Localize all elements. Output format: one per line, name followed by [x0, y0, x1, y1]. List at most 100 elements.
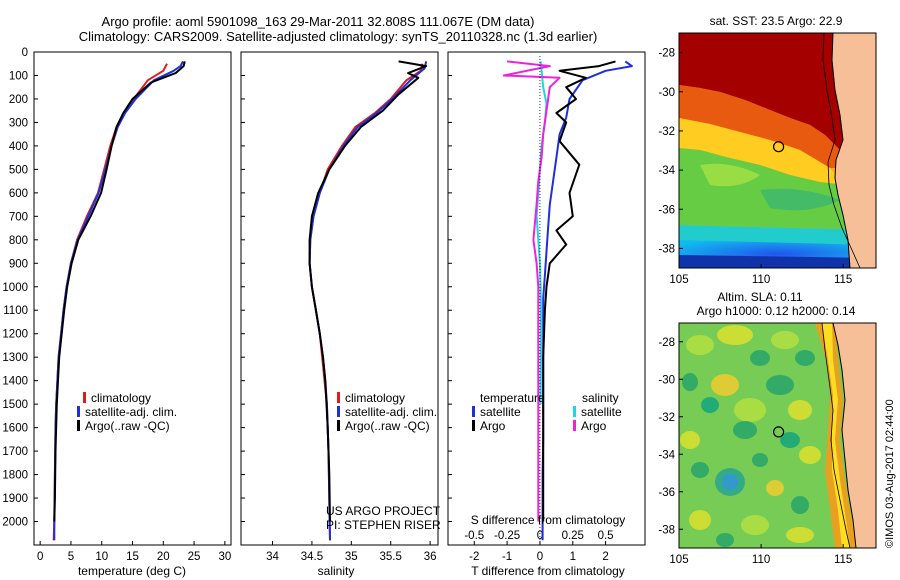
legend-swatch-argo — [337, 420, 340, 431]
map-y-tick-label: -30 — [658, 374, 675, 386]
x-tick-label: 2 — [602, 551, 608, 563]
series-line-argo-raw-qc- — [53, 61, 186, 522]
map-y-tick-label: -28 — [658, 337, 675, 349]
map-x-tick-label: 105 — [669, 554, 688, 566]
series-line-argo-raw-qc- — [308, 60, 428, 522]
map-x-tick-label: 110 — [752, 274, 770, 286]
legend-label-climatology: climatology — [345, 391, 405, 405]
depth-tick-label: 1900 — [2, 493, 28, 505]
x-tick-label: -1 — [502, 551, 512, 563]
depth-tick-label: 500 — [9, 164, 28, 176]
sla-map-image — [679, 323, 876, 548]
x-tick-label: 34.5 — [301, 551, 323, 563]
legend-label-satellite: satellite-adj. clim. — [85, 405, 177, 419]
depth-tick-label: 900 — [9, 258, 28, 270]
map-y-tick-label: -34 — [658, 449, 675, 461]
legend-swatch-climatology — [83, 392, 86, 403]
s-x-tick-label: 0.5 — [598, 530, 614, 542]
sla-map-title-line2: Argo h1000: 0.12 h2000: 0.14 — [697, 304, 856, 318]
depth-tick-label: 600 — [9, 188, 28, 200]
sst-map-ticks: 105 110 115 -28 -30 -32 -34 -36 -38 — [658, 48, 852, 286]
x-tick-label: 1 — [570, 551, 576, 563]
depth-axis: 0 100 200 300 400 500 600 700 800 900 1000 1100 1200… — [2, 47, 452, 529]
depth-tick-label: 1000 — [2, 282, 28, 294]
series-line-salinity-argo — [502, 60, 561, 522]
x-tick-label: 0 — [537, 551, 543, 563]
x-tick-label: 36 — [424, 551, 437, 563]
map-x-tick-label: 110 — [752, 554, 770, 566]
map-y-tick-label: -36 — [658, 487, 675, 499]
x-tick-label: 20 — [157, 551, 170, 563]
difference-legend-salinity: salinity satellite Argo — [573, 391, 622, 433]
s-x-tick-label: -0.5 — [464, 530, 484, 542]
sst-map-image — [679, 33, 876, 268]
salinity-panel-frame — [240, 51, 439, 546]
x-tick-label: 30 — [218, 551, 231, 563]
depth-tick-label: 0 — [22, 47, 28, 59]
sla-map-title-line1: Altim. SLA: 0.11 — [717, 290, 802, 304]
x-tick-label: 35 — [345, 551, 358, 563]
sla-map-ticks: 105 110 115 -28 -30 -32 -34 -36 -38 — [658, 337, 852, 566]
depth-tick-label: 1800 — [2, 470, 28, 482]
figure-title-line1: Argo profile: aoml 5901098_163 29-Mar-20… — [102, 14, 535, 29]
map-y-tick-label: -38 — [658, 524, 675, 536]
map-y-tick-label: -28 — [658, 48, 675, 60]
temperature-plot: 0 5 10 15 20 25 30 — [37, 60, 231, 563]
map-y-tick-label: -38 — [658, 243, 675, 255]
s-x-tick-label: 0.25 — [562, 530, 584, 542]
legend-heading-temperature: temperature — [480, 391, 545, 405]
depth-tick-label: 2000 — [2, 517, 28, 529]
difference-xlabel: T difference from climatology — [471, 564, 625, 578]
difference-xlabel-top: S difference from climatology — [471, 513, 626, 527]
s-x-tick-label: -0.25 — [494, 530, 520, 542]
map-y-tick-label: -34 — [658, 165, 675, 177]
map-x-tick-label: 105 — [669, 274, 688, 286]
salinity-plot: 34 34.5 35 35.5 36 — [266, 60, 437, 563]
depth-tick-label: 1600 — [2, 423, 28, 435]
x-tick-label: 35.5 — [380, 551, 402, 563]
depth-tick-label: 700 — [9, 211, 28, 223]
map-x-tick-label: 115 — [834, 274, 852, 286]
legend-label-climatology: climatology — [91, 391, 151, 405]
map-y-tick-label: -30 — [658, 87, 675, 99]
legend-swatch-t-argo — [472, 420, 475, 431]
legend-label-argo: Argo(..raw -QC) — [85, 419, 170, 433]
difference-legend-temperature: temperature satellite Argo — [472, 391, 545, 433]
legend-label-s-satellite: satellite — [581, 405, 622, 419]
temperature-legend: climatology satellite-adj. clim. Argo(..… — [77, 391, 177, 433]
map-x-tick-label: 115 — [834, 554, 852, 566]
depth-tick-label: 200 — [9, 94, 28, 106]
legend-label-s-argo: Argo — [581, 419, 607, 433]
x-tick-label: 15 — [126, 551, 139, 563]
figure-title-line2: Climatology: CARS2009. Satellite-adjuste… — [79, 29, 598, 44]
legend-swatch-argo — [77, 420, 80, 431]
x-tick-label: 34 — [266, 551, 279, 563]
x-tick-label: 10 — [95, 551, 108, 563]
legend-label-satellite: satellite-adj. clim. — [345, 405, 437, 419]
legend-heading-salinity: salinity — [582, 391, 619, 405]
x-tick-label: 0 — [37, 551, 43, 563]
temperature-xlabel: temperature (deg C) — [78, 564, 186, 578]
sla-argo-location-marker — [772, 426, 785, 438]
salinity-legend: climatology satellite-adj. clim. Argo(..… — [337, 391, 437, 433]
sst-argo-location-marker — [772, 141, 785, 153]
depth-tick-label: 300 — [9, 117, 28, 129]
legend-label-t-argo: Argo — [480, 419, 506, 433]
x-tick-label: 5 — [68, 551, 74, 563]
map-y-tick-label: -36 — [658, 204, 675, 216]
sst-map-frame — [678, 32, 877, 269]
legend-swatch-satellite — [337, 406, 340, 417]
imos-credit: ©IMOS 03-Aug-2017 02:44:00 — [884, 399, 896, 548]
depth-tick-label: 400 — [9, 141, 28, 153]
depth-tick-label: 800 — [9, 235, 28, 247]
depth-tick-label: 1700 — [2, 446, 28, 458]
x-tick-label: 25 — [188, 551, 201, 563]
map-y-tick-label: -32 — [658, 126, 675, 138]
legend-swatch-climatology — [337, 392, 340, 403]
project-annotation: US ARGO PROJECT — [326, 504, 441, 518]
sla-map-frame — [678, 322, 877, 549]
depth-tick-label: 1200 — [2, 329, 28, 341]
legend-swatch-t-satellite — [472, 406, 475, 417]
